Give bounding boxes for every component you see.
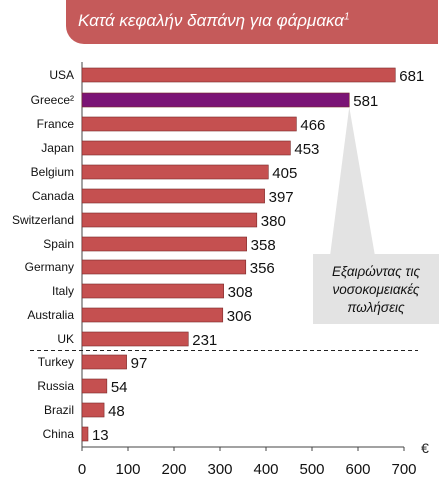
bar <box>81 140 291 156</box>
callout-line: πωλήσεις <box>347 300 405 315</box>
bar <box>81 402 105 418</box>
value-label: 231 <box>192 332 217 349</box>
category-label: Canada <box>32 189 74 203</box>
bar <box>81 283 224 299</box>
category-label: Germany <box>25 260 74 274</box>
callout-pointer <box>330 107 375 256</box>
bar <box>81 259 247 275</box>
value-label: 453 <box>294 141 319 158</box>
category-label: UK <box>57 332 74 346</box>
bar <box>81 212 258 228</box>
category-label: France <box>37 117 75 131</box>
value-label: 581 <box>353 93 378 110</box>
category-label: Russia <box>37 379 74 393</box>
category-label: Italy <box>52 284 74 298</box>
callout-line: νοσοκομειακές <box>332 282 420 297</box>
x-tick-label: 0 <box>78 461 86 478</box>
value-label: 308 <box>228 284 253 301</box>
callout-text: Εξαιρώντας τις νοσοκομειακές πωλήσεις <box>313 263 439 317</box>
x-tick-label: 700 <box>391 461 416 478</box>
bar <box>81 116 297 132</box>
bar <box>81 164 269 180</box>
category-label: Australia <box>27 308 74 322</box>
value-label: 466 <box>300 117 325 134</box>
value-label: 397 <box>269 189 294 206</box>
value-label: 405 <box>272 165 297 182</box>
x-tick-label: 100 <box>115 461 140 478</box>
value-label: 356 <box>250 260 275 277</box>
category-label: Brazil <box>44 403 74 417</box>
x-tick-label: 200 <box>161 461 186 478</box>
category-label: Japan <box>41 141 74 155</box>
bar <box>81 67 396 83</box>
bar <box>81 426 89 442</box>
bar <box>81 354 127 370</box>
value-label: 306 <box>227 308 252 325</box>
callout-note: Εξαιρώντας τις νοσοκομειακές πωλήσεις <box>313 254 439 324</box>
value-label: 380 <box>261 213 286 230</box>
category-label: Turkey <box>38 355 74 369</box>
unit-label: € <box>421 440 429 456</box>
category-label: Greece² <box>31 93 74 107</box>
value-label: 358 <box>251 237 276 254</box>
callout-line: Εξαιρώντας τις <box>331 264 421 279</box>
x-tick-label: 600 <box>345 461 370 478</box>
category-label: Switzerland <box>12 213 74 227</box>
category-label: Spain <box>43 237 74 251</box>
bar <box>81 236 247 252</box>
chart-title-main: Κατά κεφαλήν δαπάνη για φάρμακα <box>78 11 345 30</box>
category-label: China <box>43 427 75 441</box>
value-label: 54 <box>111 379 128 396</box>
value-label: 48 <box>108 403 125 420</box>
category-label: Belgium <box>31 165 74 179</box>
bar <box>81 307 224 323</box>
bar <box>81 92 350 108</box>
chart-title-footnote: 1 <box>344 11 350 23</box>
title-band: Κατά κεφαλήν δαπάνη για φάρμακα1 <box>66 0 438 44</box>
x-tick-label: 500 <box>299 461 324 478</box>
chart-title: Κατά κεφαλήν δαπάνη για φάρμακα1 <box>78 11 350 31</box>
category-label: USA <box>49 68 74 82</box>
bar <box>81 188 265 204</box>
value-label: 13 <box>92 427 109 444</box>
x-tick-label: 300 <box>207 461 232 478</box>
bar <box>81 378 108 394</box>
x-tick-label: 400 <box>253 461 278 478</box>
value-label: 97 <box>131 355 148 372</box>
value-label: 681 <box>399 68 424 85</box>
bar <box>81 331 189 347</box>
